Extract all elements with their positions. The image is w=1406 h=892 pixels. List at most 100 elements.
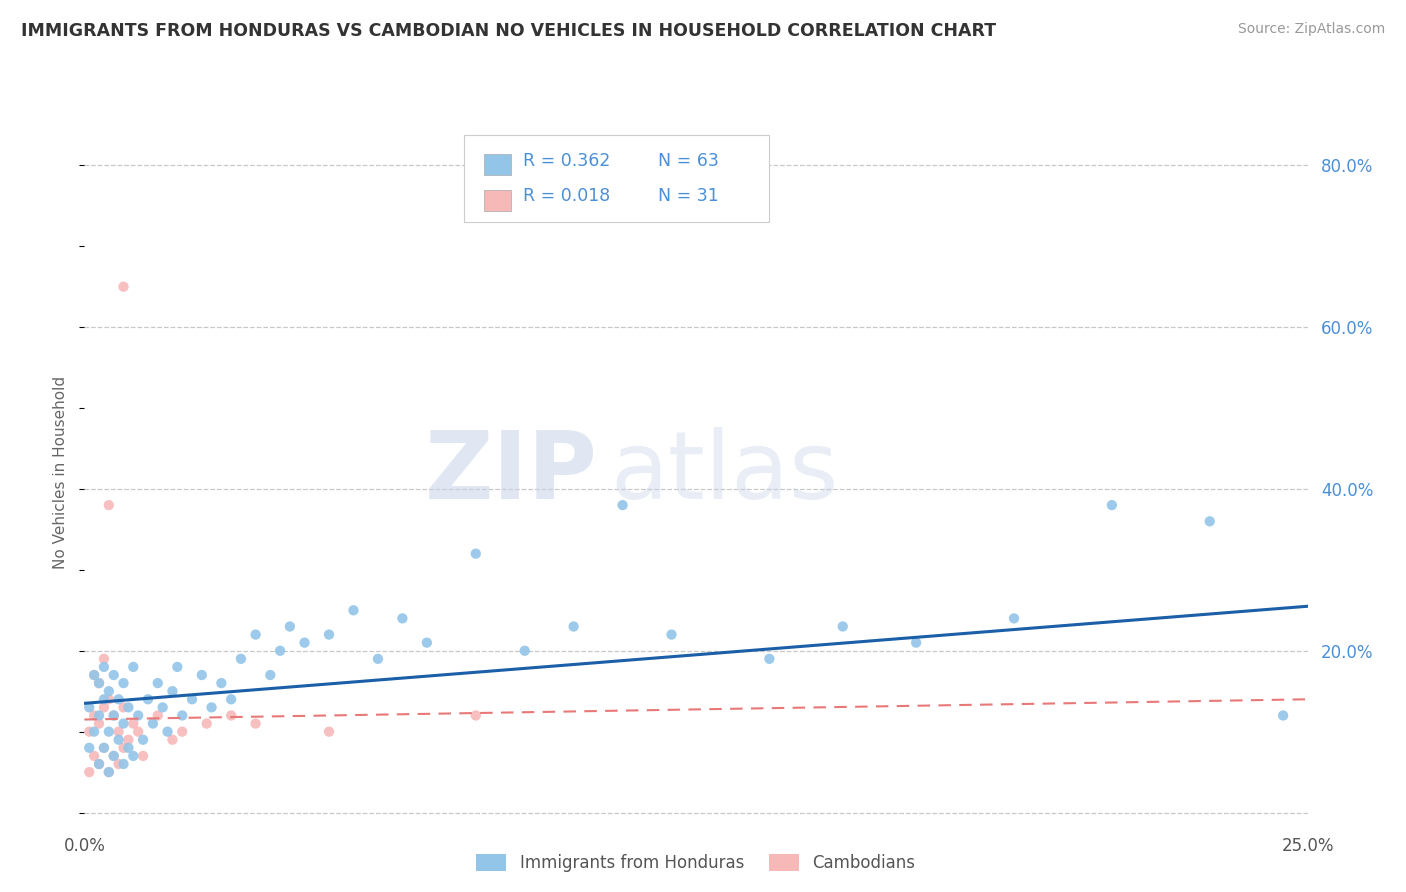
Point (146, 676, 169, 690)
Point (77, 700, 100, 714)
Point (191, 668, 214, 682)
Point (83, 668, 105, 682)
Point (1198, 514, 1220, 528)
Point (112, 676, 135, 690)
Point (132, 732, 155, 747)
Text: N = 31: N = 31 (658, 187, 718, 205)
Point (107, 757, 129, 772)
Point (112, 700, 135, 714)
Point (181, 692, 204, 706)
Text: R = 0.018: R = 0.018 (523, 187, 610, 205)
Point (77, 724, 100, 739)
Point (87, 708, 110, 723)
Point (318, 724, 340, 739)
Point (87, 676, 110, 690)
Point (112, 716, 135, 731)
Point (156, 724, 179, 739)
Point (103, 748, 125, 763)
Point (107, 692, 129, 706)
Point (83, 724, 105, 739)
Point (97, 684, 120, 698)
Point (112, 740, 135, 755)
Text: IMMIGRANTS FROM HONDURAS VS CAMBODIAN NO VEHICLES IN HOUSEHOLD CORRELATION CHART: IMMIGRANTS FROM HONDURAS VS CAMBODIAN NO… (21, 22, 997, 40)
Point (259, 668, 281, 682)
Point (132, 748, 155, 763)
Point (103, 708, 125, 723)
Bar (484, 154, 512, 175)
Point (146, 708, 169, 723)
Bar (484, 190, 512, 211)
Point (172, 708, 194, 723)
Point (162, 732, 184, 747)
Point (416, 635, 439, 649)
Point (87, 676, 110, 690)
Point (122, 716, 145, 731)
Point (117, 740, 139, 755)
Point (562, 619, 585, 633)
Point (112, 279, 135, 293)
Point (612, 498, 634, 512)
Point (122, 660, 145, 674)
Point (152, 700, 174, 714)
Point (93, 660, 115, 674)
Point (229, 652, 252, 666)
Point (1272, 708, 1295, 723)
Point (905, 635, 928, 649)
Point (294, 635, 316, 649)
Point (200, 700, 222, 714)
Point (342, 603, 364, 617)
Point (83, 708, 105, 723)
Point (162, 684, 184, 698)
Point (77, 765, 100, 780)
Point (112, 757, 135, 772)
Point (1002, 611, 1025, 625)
Point (107, 724, 129, 739)
Point (464, 547, 486, 561)
Point (107, 732, 129, 747)
Point (93, 740, 115, 755)
FancyBboxPatch shape (464, 136, 769, 222)
Point (122, 748, 145, 763)
Point (661, 627, 683, 641)
Point (136, 692, 159, 706)
Point (87, 716, 110, 731)
Point (278, 619, 301, 633)
Point (97, 765, 120, 780)
Legend: Immigrants from Honduras, Cambodians: Immigrants from Honduras, Cambodians (470, 847, 922, 879)
Point (758, 652, 780, 666)
Point (117, 732, 139, 747)
Point (87, 757, 110, 772)
Point (93, 692, 115, 706)
Point (1101, 498, 1123, 512)
Point (245, 627, 267, 641)
Point (318, 627, 340, 641)
Point (97, 692, 120, 706)
Y-axis label: No Vehicles in Household: No Vehicles in Household (53, 376, 69, 569)
Text: R = 0.362: R = 0.362 (523, 153, 610, 170)
Text: Source: ZipAtlas.com: Source: ZipAtlas.com (1237, 22, 1385, 37)
Point (127, 708, 149, 723)
Point (195, 716, 218, 731)
Point (77, 740, 100, 755)
Point (97, 498, 120, 512)
Point (172, 724, 194, 739)
Point (367, 652, 389, 666)
Point (93, 700, 115, 714)
Point (117, 700, 139, 714)
Point (166, 660, 188, 674)
Point (142, 716, 165, 731)
Point (103, 708, 125, 723)
Point (127, 724, 149, 739)
Point (83, 668, 105, 682)
Text: atlas: atlas (610, 426, 838, 519)
Point (97, 765, 120, 780)
Point (93, 652, 115, 666)
Point (464, 708, 486, 723)
Point (391, 611, 413, 625)
Point (87, 757, 110, 772)
Point (83, 748, 105, 763)
Point (103, 668, 125, 682)
Text: ZIP: ZIP (425, 426, 598, 519)
Point (219, 692, 242, 706)
Point (93, 740, 115, 755)
